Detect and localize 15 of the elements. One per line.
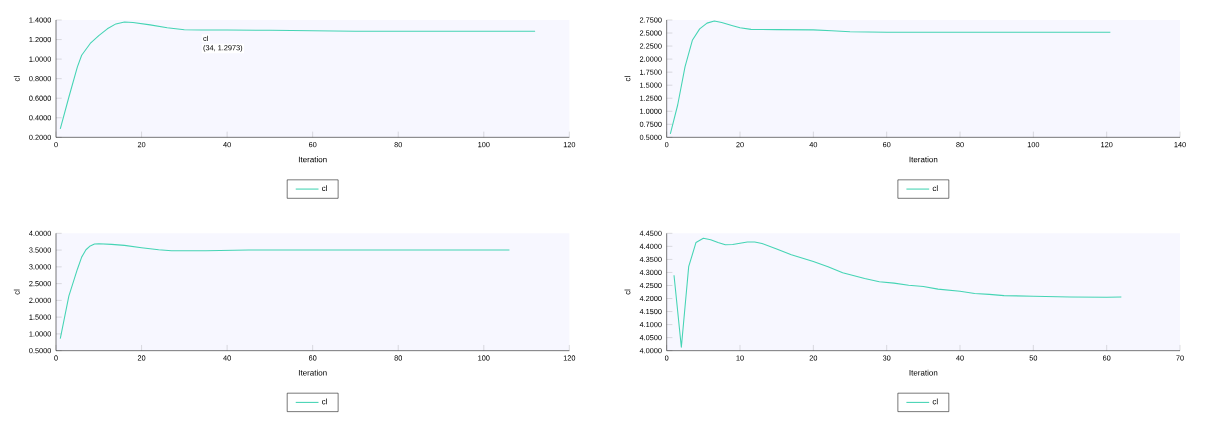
y-axis-title: cl <box>13 76 20 82</box>
line-series <box>59 243 510 340</box>
x-axis-title: Iteration <box>298 369 327 376</box>
x-axis-title: Iteration <box>909 156 938 163</box>
line-series <box>673 237 1122 348</box>
y-axis-title: cl <box>13 289 20 295</box>
legend-label: cl <box>932 398 938 405</box>
y-axis-title: cl <box>624 76 631 82</box>
x-axis-title: Iteration <box>298 156 327 163</box>
line-series <box>59 21 536 130</box>
x-axis-title: Iteration <box>909 369 938 376</box>
legend-label: cl <box>322 398 327 405</box>
y-axis-title: cl <box>624 289 631 295</box>
legend-label: cl <box>322 185 327 192</box>
legend-label: cl <box>932 185 938 192</box>
